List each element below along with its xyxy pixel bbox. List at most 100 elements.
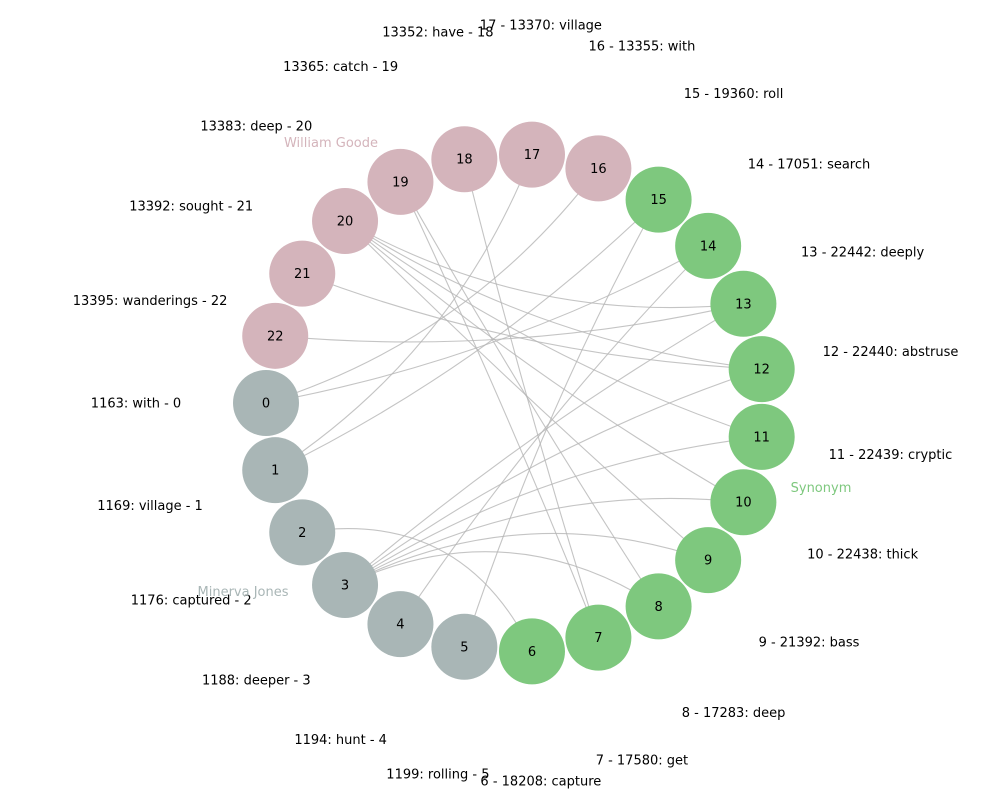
node-6: 6 xyxy=(498,618,565,685)
node-circle-17 xyxy=(498,121,565,188)
node-text-label-0: 1163: with - 0 xyxy=(91,397,181,412)
node-id-label-0: 0 xyxy=(262,397,270,412)
edge-22-13 xyxy=(275,303,744,343)
node-0: 0 xyxy=(233,370,299,436)
node-side-labels: 1163: with - 0 1169: village - 1 1176: cap… xyxy=(73,18,959,789)
node-circle-9 xyxy=(675,527,742,594)
node-19: 19 xyxy=(367,148,434,215)
edge-21-12 xyxy=(302,273,762,370)
node-circle-20 xyxy=(312,188,379,255)
edge-20-12 xyxy=(344,220,762,370)
node-text-label-3: 1188: deeper - 3 xyxy=(202,673,311,688)
node-circle-2 xyxy=(269,499,336,566)
node-14: 14 xyxy=(675,212,742,279)
node-circle-8 xyxy=(625,573,692,640)
node-7: 7 xyxy=(565,604,632,671)
node-text-label-12: 12 - 22440: abstruse xyxy=(823,345,959,360)
node-text-label-19: 13365: catch - 19 xyxy=(283,60,398,75)
node-circle-19 xyxy=(367,148,434,215)
node-id-label-12: 12 xyxy=(753,363,770,378)
node-id-label-4: 4 xyxy=(396,618,404,633)
node-id-label-19: 19 xyxy=(392,175,409,190)
edge-20-9 xyxy=(344,220,709,561)
node-id-label-2: 2 xyxy=(298,526,306,541)
node-id-label-15: 15 xyxy=(650,193,667,208)
edge-16-0 xyxy=(265,168,599,404)
node-13: 13 xyxy=(710,270,777,337)
node-id-label-21: 21 xyxy=(294,267,311,282)
node-22: 22 xyxy=(242,302,309,369)
node-text-label-1: 1169: village - 1 xyxy=(97,499,203,514)
group-label-synonym: Synonym xyxy=(791,481,852,496)
node-text-label-4: 1194: hunt - 4 xyxy=(294,733,387,748)
node-15: 15 xyxy=(625,166,692,233)
edge-5-15 xyxy=(463,199,660,647)
node-11: 11 xyxy=(728,403,795,470)
node-text-label-8: 8 - 17283: deep xyxy=(682,706,786,721)
node-circle-13 xyxy=(710,270,777,337)
edges-layer xyxy=(265,154,762,652)
group-labels: William Goode Minerva Jones Synonym xyxy=(198,136,852,600)
node-21: 21 xyxy=(269,240,336,307)
node-text-label-11: 11 - 22439: cryptic xyxy=(829,448,953,463)
node-circle-14 xyxy=(675,212,742,279)
node-circle-12 xyxy=(728,336,795,403)
edge-3-9 xyxy=(344,532,709,586)
node-text-label-20: 13383: deep - 20 xyxy=(200,120,312,135)
edge-3-11 xyxy=(344,436,762,586)
node-16: 16 xyxy=(565,135,632,202)
node-id-label-10: 10 xyxy=(735,496,752,511)
node-4: 4 xyxy=(367,591,434,658)
node-id-label-22: 22 xyxy=(267,329,284,344)
edge-17-1 xyxy=(274,154,533,471)
node-circle-18 xyxy=(431,126,498,193)
edge-19-7 xyxy=(399,181,599,638)
node-id-label-5: 5 xyxy=(460,640,468,655)
node-circle-16 xyxy=(565,135,632,202)
node-text-label-16: 16 - 13355: with xyxy=(588,39,695,54)
node-8: 8 xyxy=(625,573,692,640)
node-circle-3 xyxy=(312,551,379,618)
node-circle-5 xyxy=(431,613,498,680)
node-1: 1 xyxy=(242,437,309,504)
node-text-label-6: 6 - 18208: capture xyxy=(480,775,601,790)
node-9: 9 xyxy=(675,527,742,594)
node-17: 17 xyxy=(498,121,565,188)
edge-19-8 xyxy=(399,181,660,607)
group-label-william-goode: William Goode xyxy=(284,136,378,151)
node-text-label-13: 13 - 22442: deeply xyxy=(801,246,924,261)
node-id-label-16: 16 xyxy=(590,162,607,177)
node-circle-0 xyxy=(233,370,299,436)
group-label-minerva-jones: Minerva Jones xyxy=(198,585,289,600)
edge-2-6 xyxy=(302,528,533,652)
edge-20-11 xyxy=(344,220,762,438)
node-circle-10 xyxy=(710,469,777,536)
node-id-label-8: 8 xyxy=(654,600,662,615)
node-text-label-5: 1199: rolling - 5 xyxy=(386,768,489,783)
node-id-label-11: 11 xyxy=(753,430,770,445)
node-18: 18 xyxy=(431,126,498,193)
node-text-label-14: 14 - 17051: search xyxy=(748,157,871,172)
node-id-label-13: 13 xyxy=(735,297,752,312)
node-text-label-7: 7 - 17580: get xyxy=(596,754,688,769)
node-id-label-9: 9 xyxy=(704,554,712,569)
edge-4-14 xyxy=(399,245,709,625)
node-text-label-21: 13392: sought - 21 xyxy=(129,200,253,215)
node-20: 20 xyxy=(312,188,379,255)
node-3: 3 xyxy=(312,551,379,618)
node-text-label-22: 13395: wanderings - 22 xyxy=(73,294,228,309)
node-id-label-7: 7 xyxy=(594,631,602,646)
node-circle-15 xyxy=(625,166,692,233)
node-id-label-18: 18 xyxy=(456,153,473,168)
node-5: 5 xyxy=(431,613,498,680)
edge-3-8 xyxy=(344,551,659,607)
edge-20-10 xyxy=(344,220,744,503)
node-circle-6 xyxy=(498,618,565,685)
node-10: 10 xyxy=(710,469,777,536)
node-id-label-1: 1 xyxy=(271,464,279,479)
node-id-label-3: 3 xyxy=(341,578,349,593)
node-2: 2 xyxy=(269,499,336,566)
